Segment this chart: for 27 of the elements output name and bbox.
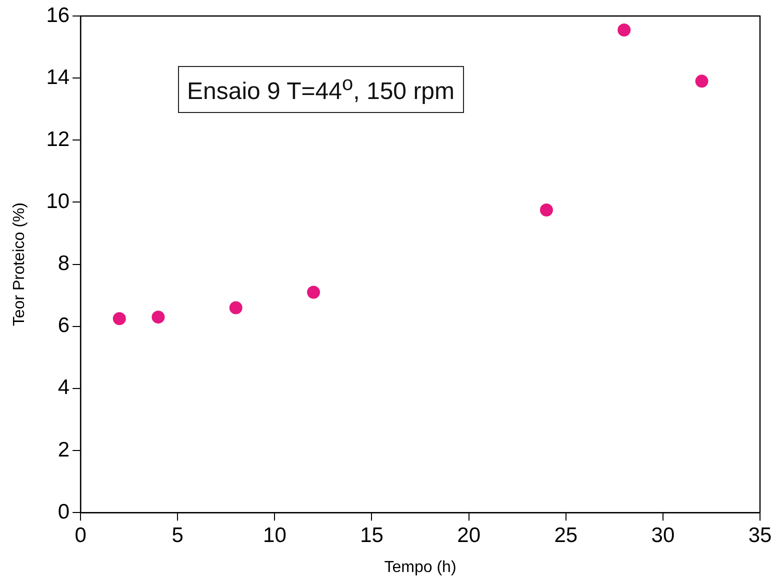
y-tick-label: 2 [58, 438, 70, 462]
x-tick-label: 0 [74, 524, 86, 547]
point [618, 23, 631, 36]
y-tick-label: 14 [46, 66, 70, 89]
point [112, 312, 126, 326]
y-tick-label: 16 [46, 4, 70, 27]
x-tick-label: 5 [172, 524, 184, 547]
x-tick-label: 30 [651, 524, 675, 547]
annotation: Ensaio 9 T=44$^{o}$, 150 rpm [178, 66, 464, 113]
x-tick-label: 10 [263, 524, 286, 547]
x-axis-title: Tempo (h) [384, 558, 456, 576]
y-tick-label: 6 [58, 314, 70, 338]
x-tick-label: 35 [748, 524, 772, 547]
x-tick-label: 25 [554, 524, 578, 547]
y-tick-label: 8 [58, 252, 70, 276]
point [152, 310, 165, 324]
point [540, 203, 553, 216]
x-tick-label: 20 [457, 524, 480, 547]
x-tick-label: 15 [360, 524, 384, 547]
y-axis-title: Teor Proteico (%) [11, 202, 28, 326]
point [695, 74, 708, 88]
point [307, 286, 320, 299]
y-tick-label: 10 [46, 190, 70, 214]
y-tick-label: 0 [58, 500, 70, 524]
y-tick-label: 12 [46, 128, 70, 151]
point [229, 301, 242, 314]
y-tick-label: 4 [58, 376, 70, 400]
